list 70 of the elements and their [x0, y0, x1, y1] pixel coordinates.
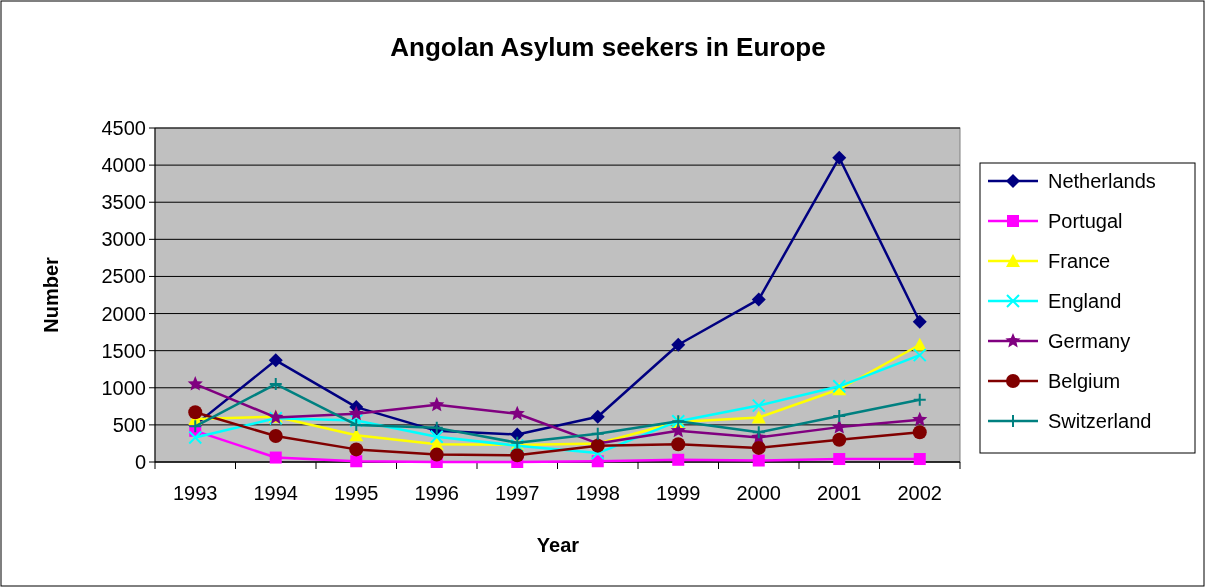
x-tick-label: 2001	[817, 482, 862, 504]
legend-label: Belgium	[1048, 370, 1121, 392]
x-tick-label: 1995	[334, 482, 379, 504]
point	[751, 425, 766, 440]
point	[912, 392, 927, 407]
point	[671, 437, 686, 452]
point	[832, 150, 847, 165]
point	[912, 348, 927, 363]
point	[751, 410, 766, 424]
x-tick-label: 1997	[495, 482, 540, 504]
legend-label: Portugal	[1048, 210, 1123, 232]
x-tick-label: 1993	[173, 482, 218, 504]
x-tick-label: 1999	[656, 482, 701, 504]
y-tick-label: 4500	[101, 117, 146, 139]
point	[429, 396, 445, 412]
point	[429, 447, 444, 462]
point	[913, 453, 926, 466]
point	[509, 405, 525, 421]
point	[268, 429, 283, 444]
point	[510, 427, 525, 442]
point	[349, 413, 364, 428]
point	[348, 405, 364, 421]
legend-label: Netherlands	[1048, 170, 1156, 192]
point	[188, 430, 203, 445]
point	[268, 377, 283, 392]
chart-title: Angolan Asylum seekers in Europe	[390, 32, 826, 62]
point	[671, 337, 686, 352]
y-tick-label: 0	[134, 451, 146, 473]
point	[268, 353, 283, 368]
point	[510, 448, 525, 463]
point	[349, 428, 364, 442]
point	[752, 454, 765, 467]
x-tick-label: 1996	[414, 482, 459, 504]
y-tick-label: 1500	[101, 339, 146, 362]
y-tick-label: 2500	[101, 265, 146, 288]
y-tick-label: 2000	[101, 302, 146, 325]
point	[590, 409, 605, 424]
x-tick-label: 1994	[253, 482, 298, 504]
point	[672, 453, 685, 466]
legend-label: Switzerland	[1048, 410, 1152, 432]
point	[831, 419, 847, 434]
point	[751, 440, 766, 455]
y-tick-label: 1000	[101, 376, 146, 399]
x-tick-label: 2002	[897, 482, 942, 504]
point	[751, 292, 766, 307]
point	[832, 432, 847, 447]
x-axis-title: Year	[536, 534, 580, 556]
y-tick-label: 3500	[101, 191, 146, 214]
y-tick-label: 500	[112, 413, 146, 436]
point	[912, 411, 928, 427]
legend-label: France	[1048, 250, 1111, 272]
point	[912, 425, 927, 440]
point	[187, 376, 203, 391]
y-tick-label: 4000	[101, 154, 146, 177]
y-axis-title: Number	[40, 257, 62, 333]
y-tick-label: 3000	[101, 228, 146, 251]
point	[350, 455, 363, 468]
point	[269, 451, 282, 464]
x-tick-label: 2000	[736, 482, 781, 504]
x-tick-label: 1998	[575, 482, 620, 504]
point	[349, 442, 364, 457]
point	[912, 314, 927, 329]
point	[429, 429, 444, 444]
point	[751, 398, 766, 413]
point	[832, 408, 847, 423]
point	[188, 405, 203, 420]
legend-label: Germany	[1048, 330, 1131, 352]
point	[590, 426, 605, 441]
point	[833, 453, 846, 466]
legend-label: England	[1048, 290, 1122, 312]
